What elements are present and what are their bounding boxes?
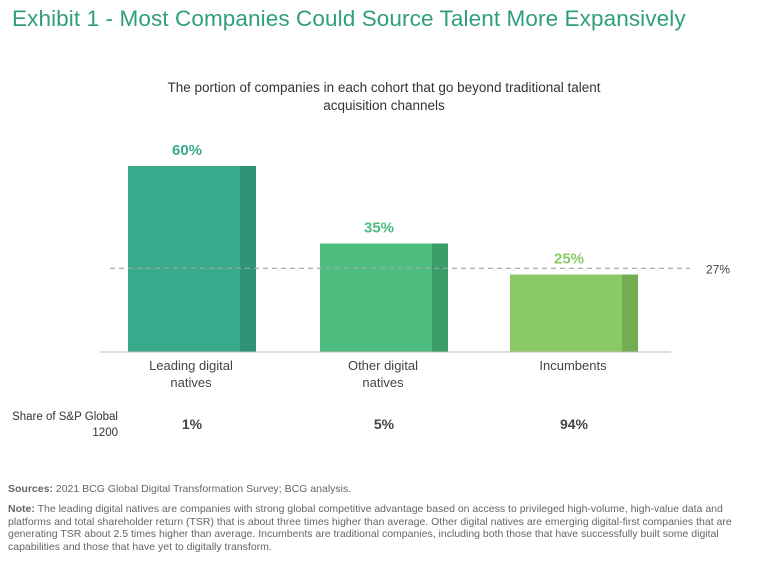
value-label-leading-digital-natives: 60% bbox=[172, 142, 202, 159]
exhibit-title: Exhibit 1 - Most Companies Could Source … bbox=[12, 6, 686, 31]
value-label-other-digital-natives: 35% bbox=[364, 220, 394, 237]
bar-chart: 60% 35% 25% 27% Leading digital natives Other … bbox=[100, 142, 730, 390]
bar-side-incumbents bbox=[622, 274, 638, 352]
value-label-incumbents: 25% bbox=[554, 251, 584, 268]
share-label: Share of S&P Global 1200 bbox=[12, 411, 118, 439]
share-value-incumbents: 94% bbox=[559, 416, 589, 432]
bar-side-leading-digital-natives bbox=[240, 166, 256, 352]
reference-line-label: 27% bbox=[706, 262, 730, 276]
footnote: Note: The leading digital natives are co… bbox=[8, 503, 760, 553]
chart-subtitle: The portion of companies in each cohort … bbox=[167, 80, 601, 113]
sources-text: 2021 BCG Global Digital Transformation S… bbox=[55, 483, 352, 495]
bar-leading-digital-natives bbox=[128, 166, 256, 352]
category-label-leading-digital-natives: Leading digital natives bbox=[149, 358, 233, 390]
share-value-other-digital-natives: 5% bbox=[373, 416, 395, 432]
sources-label: Sources: bbox=[8, 483, 53, 495]
category-label-incumbents: Incumbents bbox=[539, 358, 607, 373]
bar-other-digital-natives bbox=[320, 243, 448, 352]
note-label: Note: bbox=[8, 503, 35, 515]
note-text: The leading digital natives are companie… bbox=[8, 503, 732, 553]
share-value-leading-digital-natives: 1% bbox=[181, 416, 203, 432]
bar-incumbents bbox=[510, 274, 638, 352]
bar-side-other-digital-natives bbox=[432, 243, 448, 352]
category-label-other-digital-natives: Other digital natives bbox=[348, 358, 418, 390]
sources-note: Sources: 2021 BCG Global Digital Transfo… bbox=[8, 483, 760, 496]
